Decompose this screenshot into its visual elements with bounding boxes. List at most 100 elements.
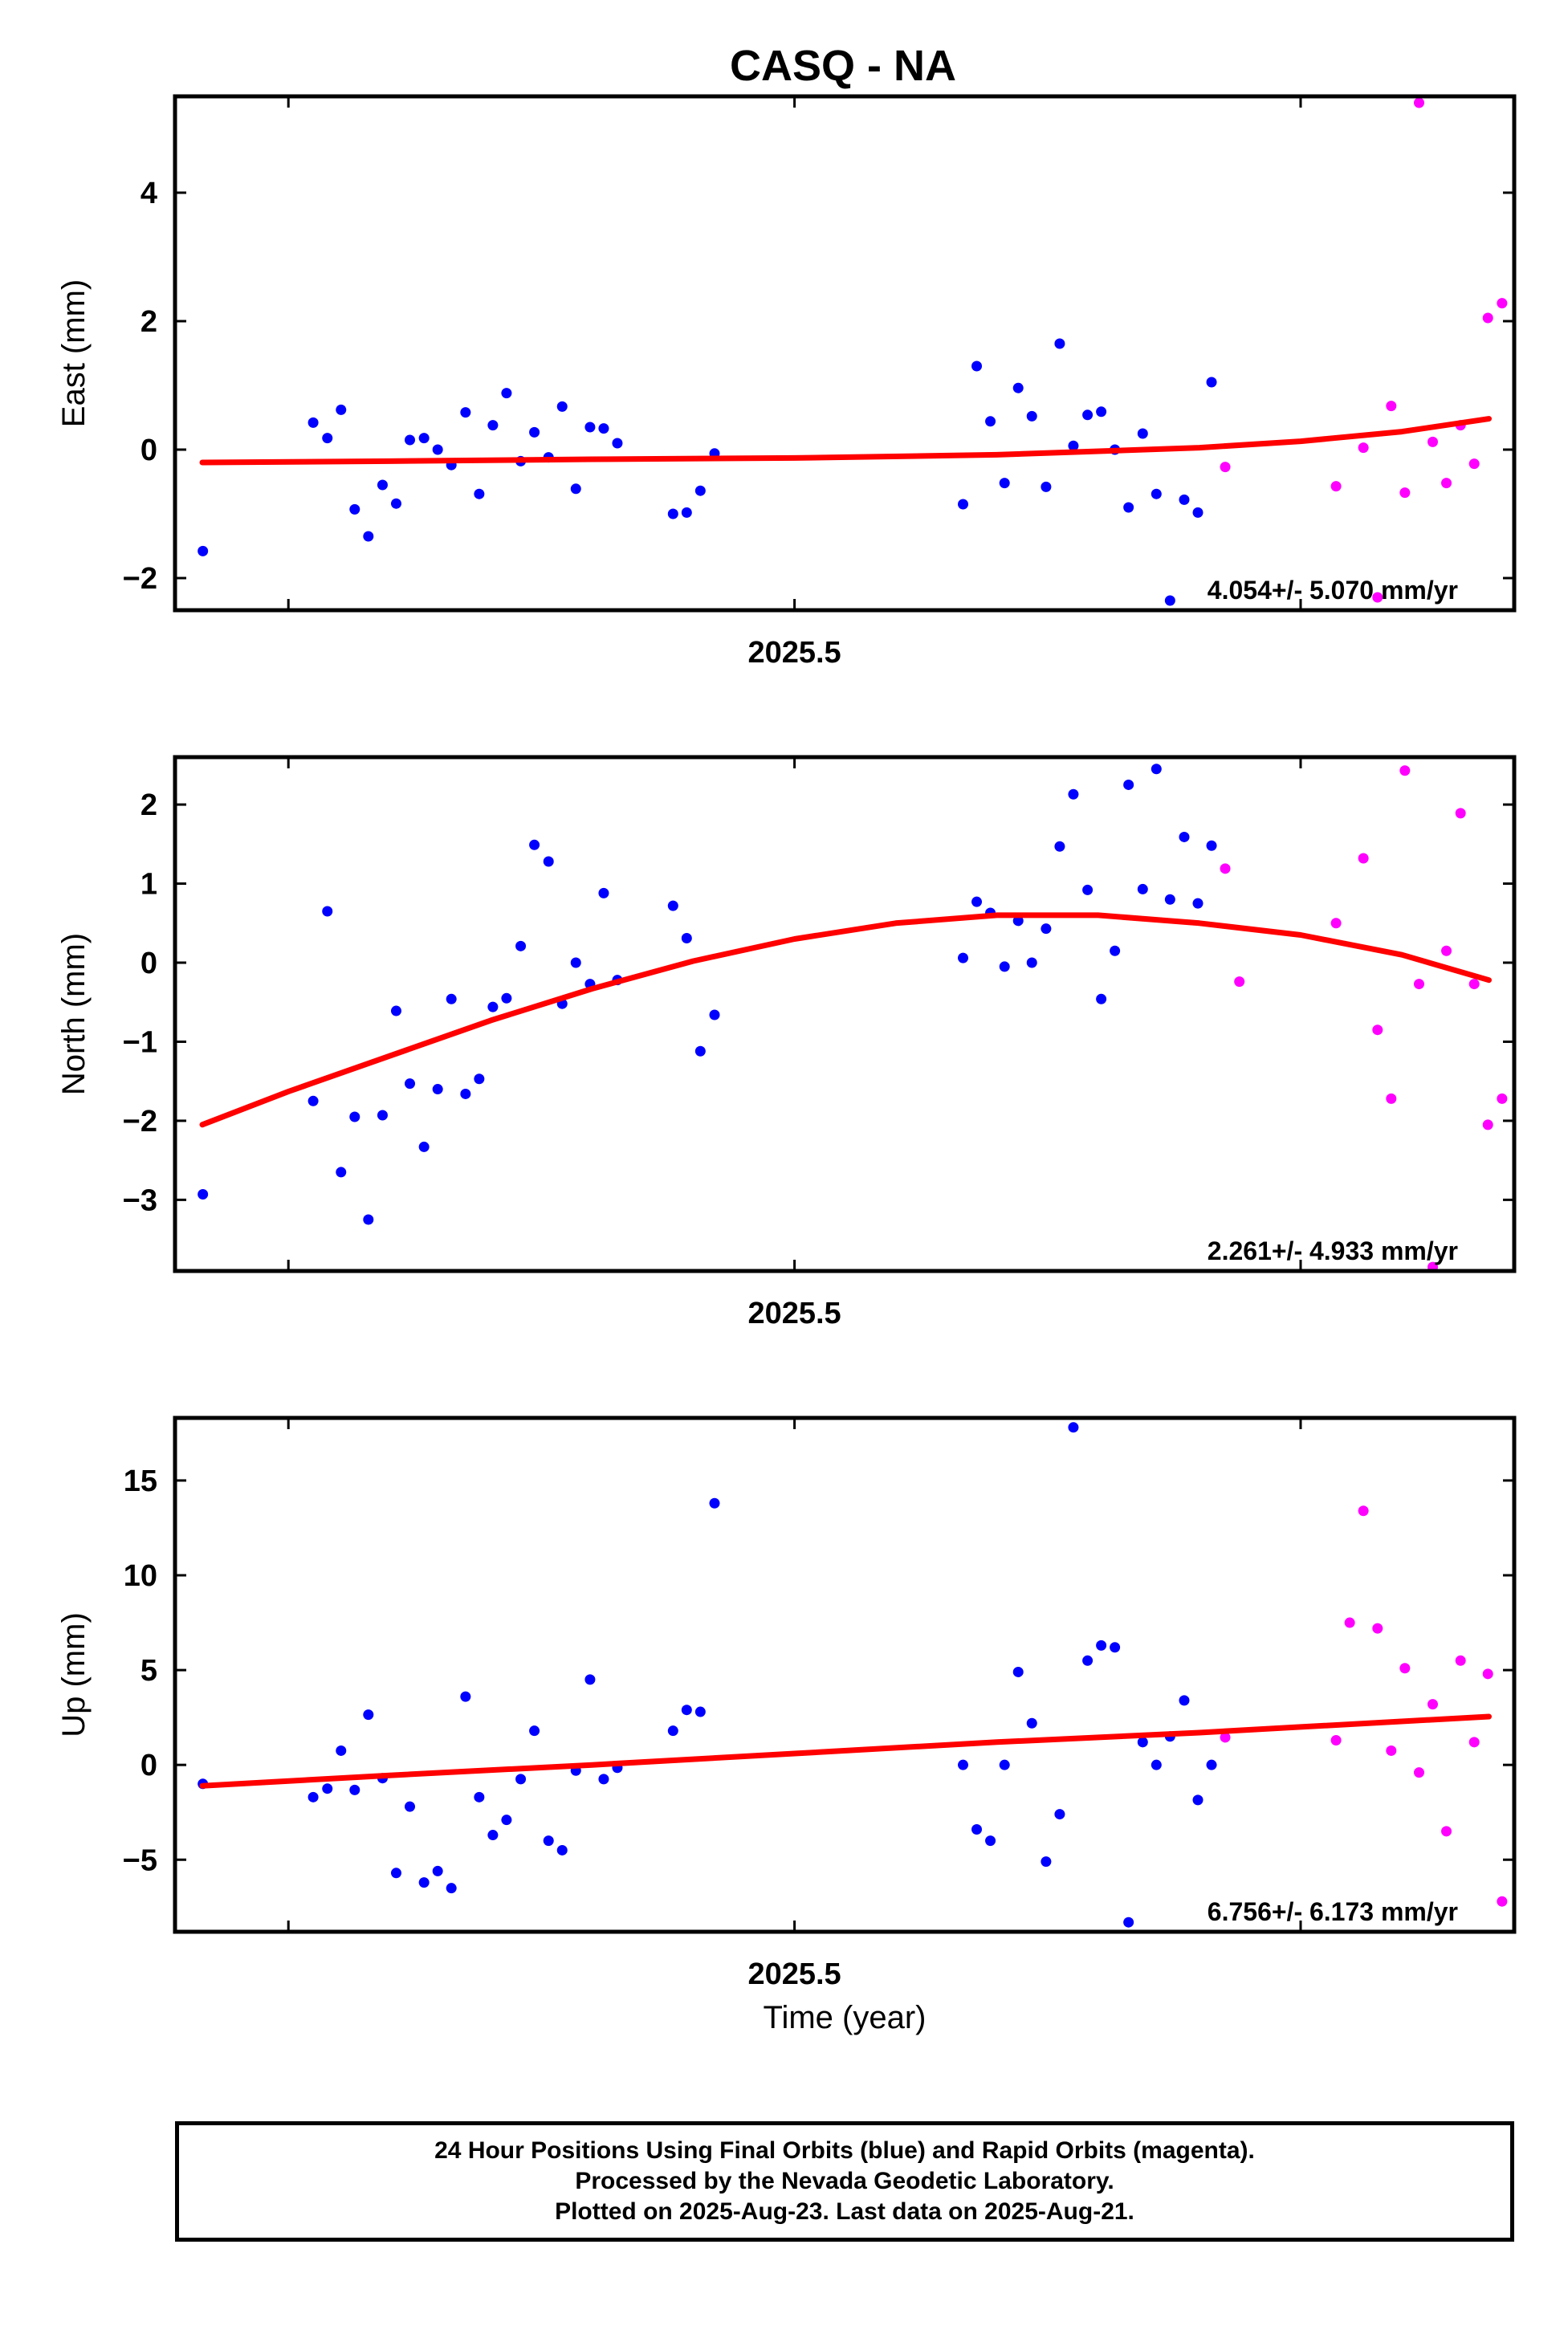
data-points	[198, 1422, 1508, 1928]
final-point	[694, 1706, 706, 1717]
rapid-point	[1482, 1668, 1493, 1680]
final-point	[1096, 406, 1107, 418]
final-point	[1096, 1640, 1107, 1651]
final-point	[322, 906, 333, 917]
rapid-point	[1468, 1737, 1480, 1748]
y-axis-label: East (mm)	[56, 279, 92, 427]
y-tick-label: 0	[141, 947, 157, 980]
rapid-point	[1220, 1732, 1231, 1743]
plot-frame	[173, 1416, 1517, 1934]
final-point	[487, 420, 499, 431]
fit-line	[199, 912, 1492, 1128]
final-point	[1041, 1856, 1052, 1868]
final-point	[529, 426, 540, 438]
fit-line	[199, 1713, 1492, 1789]
final-point	[418, 1141, 430, 1152]
final-point	[349, 503, 360, 515]
final-point	[336, 404, 347, 415]
rapid-point	[1220, 462, 1231, 473]
rapid-point	[1413, 97, 1424, 108]
final-point	[958, 952, 969, 963]
final-point	[390, 498, 401, 509]
y-tick-label: −2	[123, 562, 157, 596]
final-point	[404, 1801, 415, 1812]
y-tick-label: −5	[123, 1843, 157, 1877]
final-point	[1164, 894, 1175, 905]
final-point	[515, 1774, 527, 1785]
final-point	[1192, 1794, 1203, 1806]
final-point	[971, 896, 983, 907]
final-point	[336, 1167, 347, 1178]
final-point	[529, 1725, 540, 1737]
final-point	[681, 507, 692, 518]
y-tick-label: 2	[141, 305, 157, 339]
final-point	[694, 485, 706, 496]
final-point	[474, 1073, 485, 1085]
y-tick-label: −1	[123, 1025, 157, 1059]
final-point	[349, 1784, 360, 1795]
rapid-point	[1497, 298, 1508, 309]
final-point	[1192, 898, 1203, 909]
y-tick-label: 4	[141, 177, 157, 210]
rapid-point	[1399, 765, 1411, 776]
rapid-point	[1497, 1896, 1508, 1907]
final-point	[1012, 382, 1024, 393]
final-point	[543, 856, 554, 867]
final-point	[501, 992, 512, 1004]
rapid-point	[1468, 458, 1480, 470]
y-tick-label: 1	[141, 868, 157, 902]
final-point	[198, 1188, 209, 1200]
rapid-point	[1220, 863, 1231, 874]
final-point	[363, 531, 374, 542]
y-axis-label: Up (mm)	[56, 1612, 92, 1737]
final-point	[1123, 1917, 1134, 1928]
final-point	[1123, 779, 1134, 790]
rapid-point	[1358, 442, 1369, 454]
final-point	[487, 1001, 499, 1012]
panel-north: −3 −2 −1 0 1 2 2025.5 North (mm) 2.261+/- 4.933 …	[56, 755, 1517, 1330]
footer-note: 24 Hour Positions Using Final Orbits (bl…	[175, 2121, 1514, 2242]
final-point	[971, 1823, 983, 1835]
final-point	[322, 1783, 333, 1794]
final-point	[307, 1095, 319, 1106]
rapid-point	[1358, 853, 1369, 864]
final-point	[556, 1844, 568, 1855]
final-point	[1082, 884, 1094, 895]
rapid-point	[1482, 312, 1493, 324]
rapid-point	[1413, 979, 1424, 990]
final-point	[1026, 957, 1037, 968]
final-point	[709, 1497, 720, 1509]
final-point	[1054, 1809, 1065, 1820]
rapid-point	[1358, 1505, 1369, 1517]
data-points	[198, 97, 1508, 606]
final-point	[1026, 410, 1037, 422]
final-point	[349, 1111, 360, 1122]
x-tick-label: 2025.5	[747, 1957, 841, 1991]
final-point	[543, 1835, 554, 1847]
final-point	[709, 1009, 720, 1020]
final-point	[377, 1110, 388, 1121]
final-point	[584, 1674, 596, 1685]
final-point	[460, 407, 471, 418]
final-point	[487, 1830, 499, 1841]
final-point	[584, 422, 596, 433]
y-axis-label: North (mm)	[56, 933, 92, 1095]
rapid-point	[1386, 1745, 1397, 1756]
final-point	[336, 1745, 347, 1756]
final-point	[1054, 338, 1065, 349]
final-point	[1096, 993, 1107, 1004]
final-point	[958, 499, 969, 510]
final-point	[985, 1835, 996, 1847]
rapid-point	[1372, 592, 1383, 603]
final-point	[681, 1705, 692, 1716]
final-point	[1151, 764, 1162, 775]
final-point	[694, 1045, 706, 1057]
final-point	[432, 1865, 443, 1876]
final-point	[971, 360, 983, 372]
rate-label: 6.756+/- 6.173 mm/yr	[1208, 1897, 1458, 1926]
rapid-point	[1234, 976, 1245, 988]
final-point	[1151, 1759, 1162, 1770]
rapid-point	[1330, 481, 1342, 492]
final-point	[446, 1883, 457, 1894]
